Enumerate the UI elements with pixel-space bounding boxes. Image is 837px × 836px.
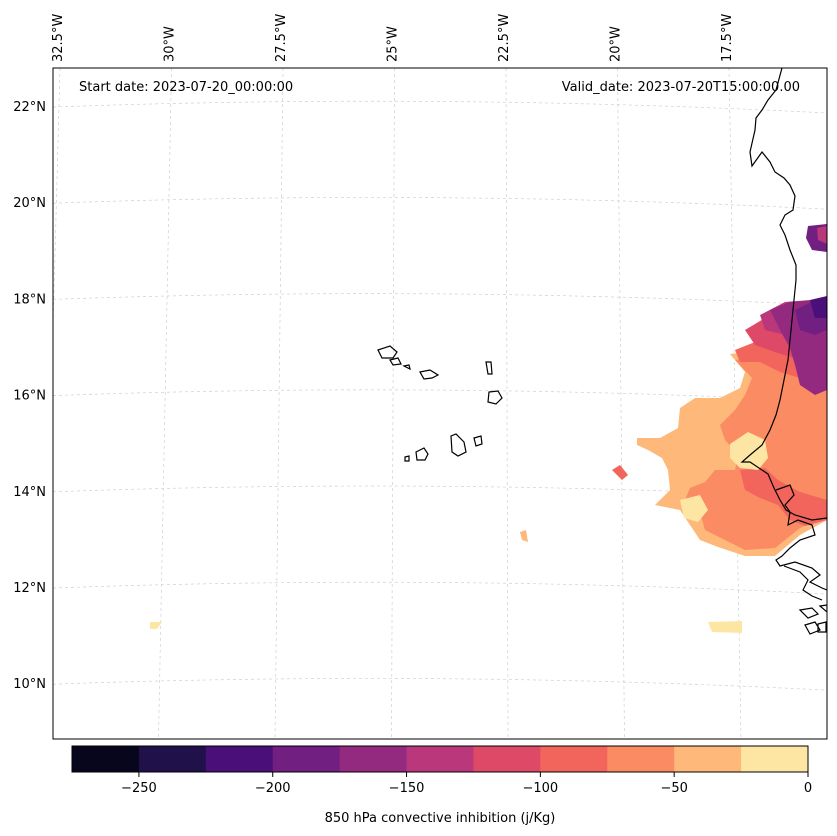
island-fogo bbox=[415, 447, 429, 461]
cin-region-small-3 bbox=[708, 621, 742, 633]
colorbar-tick-label: −100 bbox=[523, 781, 559, 796]
longitude-tick-label: 25°W bbox=[386, 26, 401, 62]
colorbar-title: 850 hPa convective inhibition (j/Kg) bbox=[325, 811, 556, 826]
island-santa-luzia bbox=[402, 364, 411, 371]
parallel-gridline bbox=[53, 485, 827, 499]
map-frame bbox=[52, 67, 828, 740]
longitude-tick-label: 17.5°W bbox=[720, 14, 735, 62]
valid-date-label: Valid_date: 2023-07-20T15:00:00.00 bbox=[562, 80, 800, 95]
island-santo-antao bbox=[377, 345, 398, 359]
latitude-tick-label: 12°N bbox=[13, 581, 46, 596]
africa-coastline bbox=[740, 68, 827, 521]
longitude-tick-label: 30°W bbox=[163, 26, 178, 62]
coastlines bbox=[377, 68, 827, 635]
colorbar-swatch bbox=[741, 746, 809, 772]
meridian-gridline bbox=[617, 68, 625, 739]
colorbar-swatch bbox=[339, 746, 408, 772]
cin-region-ne-blob-inner bbox=[817, 226, 827, 244]
longitude-tick-label: 20°W bbox=[609, 26, 624, 62]
longitude-tick-labels: 32.5°W 30°W 27.5°W 25°W 22.5°W 20°W 17.5°W bbox=[51, 14, 735, 62]
colorbar-swatch bbox=[72, 746, 140, 772]
cin-region-small-4 bbox=[150, 622, 162, 629]
colorbar-tick-labels: −250 −200 −150 −100 −50 0 bbox=[121, 772, 812, 796]
latitude-tick-label: 18°N bbox=[13, 292, 46, 307]
parallel-gridline bbox=[53, 581, 827, 595]
colorbar-tick-label: −250 bbox=[121, 781, 157, 796]
island-santiago bbox=[450, 433, 467, 457]
meridian-gridline bbox=[505, 68, 509, 739]
colorbar bbox=[71, 745, 809, 773]
coast-senegambia bbox=[775, 484, 827, 591]
cin-region-yellow-2 bbox=[680, 495, 708, 522]
cin-region-small-1 bbox=[612, 465, 628, 480]
colorbar-tick-label: −200 bbox=[255, 781, 291, 796]
longitude-tick-label: 27.5°W bbox=[274, 14, 289, 62]
island-boa-vista bbox=[487, 390, 503, 405]
latitude-tick-label: 16°N bbox=[13, 389, 46, 404]
colorbar-swatch bbox=[138, 746, 207, 772]
colorbar-swatch bbox=[473, 746, 541, 772]
colorbar-frame bbox=[71, 745, 809, 773]
cin-region-deep bbox=[810, 296, 827, 318]
colorbar-swatch bbox=[674, 746, 742, 772]
parallel-gridline bbox=[53, 293, 827, 306]
colorbar-swatch bbox=[406, 746, 474, 772]
parallel-gridline bbox=[53, 197, 827, 210]
colorbar-tick-label: −150 bbox=[389, 781, 425, 796]
longitude-tick-label: 32.5°W bbox=[51, 14, 66, 62]
meridian-gridline bbox=[391, 68, 395, 739]
start-date-label: Start date: 2023-07-20_00:00:00 bbox=[79, 80, 293, 95]
coast-guinea-bissau bbox=[783, 565, 823, 601]
colorbar-swatch bbox=[540, 746, 608, 772]
latitude-tick-label: 10°N bbox=[13, 677, 46, 692]
meridian-gridline bbox=[158, 68, 172, 739]
latitude-tick-label: 20°N bbox=[13, 196, 46, 211]
cin-region-yellow-1 bbox=[730, 432, 768, 470]
parallel-gridline bbox=[53, 678, 827, 691]
colorbar-tick-label: 0 bbox=[804, 781, 812, 796]
island-sao-vicente bbox=[389, 357, 402, 366]
coast-bissagos bbox=[798, 604, 827, 635]
cin-region-red bbox=[740, 468, 827, 526]
cin-field bbox=[150, 224, 827, 633]
parallel-gridline bbox=[53, 100, 827, 114]
parallel-gridline bbox=[53, 389, 827, 402]
island-sao-nicolau bbox=[419, 369, 440, 380]
colorbar-swatch bbox=[272, 746, 341, 772]
colorbar-swatch bbox=[205, 746, 274, 772]
colorbar-tick-label: −50 bbox=[660, 781, 687, 796]
island-sal bbox=[485, 361, 493, 375]
latitude-tick-label: 14°N bbox=[13, 485, 46, 500]
island-brava bbox=[404, 455, 410, 462]
meridian-gridline bbox=[274, 68, 284, 739]
cin-region-small-2 bbox=[520, 530, 528, 542]
latitude-tick-label: 22°N bbox=[13, 100, 46, 115]
colorbar-swatch bbox=[607, 746, 675, 772]
gridlines bbox=[53, 68, 827, 739]
island-maio bbox=[473, 435, 483, 447]
latitude-tick-labels: 22°N 20°N 18°N 16°N 14°N 12°N 10°N bbox=[13, 100, 46, 692]
longitude-tick-label: 22.5°W bbox=[497, 14, 512, 62]
